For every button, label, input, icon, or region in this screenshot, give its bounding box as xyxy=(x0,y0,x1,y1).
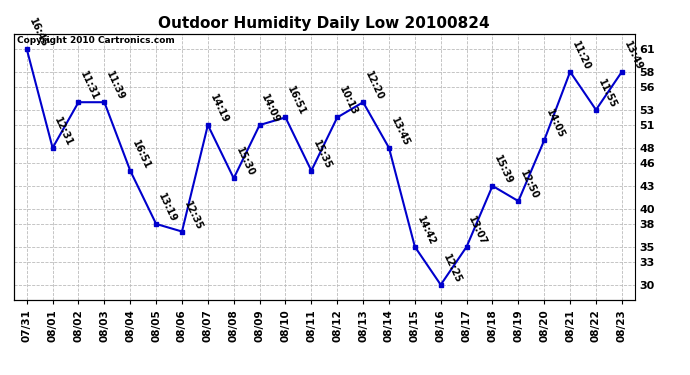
Text: 14:05: 14:05 xyxy=(544,108,566,140)
Title: Outdoor Humidity Daily Low 20100824: Outdoor Humidity Daily Low 20100824 xyxy=(159,16,490,31)
Text: 16:45: 16:45 xyxy=(27,16,49,49)
Text: 12:35: 12:35 xyxy=(182,199,204,231)
Text: 14:09: 14:09 xyxy=(259,93,282,125)
Text: 13:19: 13:19 xyxy=(156,192,178,224)
Text: 11:39: 11:39 xyxy=(104,70,126,102)
Text: 14:19: 14:19 xyxy=(208,93,230,125)
Text: 15:35: 15:35 xyxy=(311,138,333,171)
Text: 15:39: 15:39 xyxy=(493,154,515,186)
Text: 15:30: 15:30 xyxy=(234,146,256,178)
Text: 13:07: 13:07 xyxy=(466,214,489,247)
Text: 13:45: 13:45 xyxy=(389,116,411,148)
Text: 16:51: 16:51 xyxy=(286,85,308,117)
Text: Copyright 2010 Cartronics.com: Copyright 2010 Cartronics.com xyxy=(17,36,175,45)
Text: 11:55: 11:55 xyxy=(596,78,618,110)
Text: 12:25: 12:25 xyxy=(441,252,463,285)
Text: 13:49: 13:49 xyxy=(622,39,644,72)
Text: 16:51: 16:51 xyxy=(130,138,152,171)
Text: 12:50: 12:50 xyxy=(518,169,540,201)
Text: 11:20: 11:20 xyxy=(570,39,592,72)
Text: 11:31: 11:31 xyxy=(79,70,101,102)
Text: 10:13: 10:13 xyxy=(337,85,359,117)
Text: 14:42: 14:42 xyxy=(415,214,437,247)
Text: 12:20: 12:20 xyxy=(363,70,385,102)
Text: 12:31: 12:31 xyxy=(52,116,75,148)
